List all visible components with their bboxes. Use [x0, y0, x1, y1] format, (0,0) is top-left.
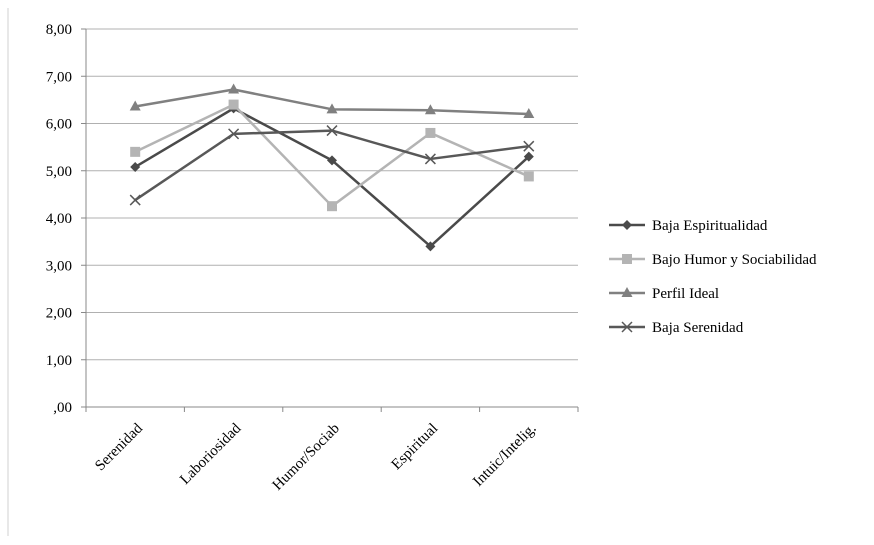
data-point — [326, 125, 338, 137]
y-tick-label: 6,00 — [46, 117, 72, 133]
data-point — [326, 103, 338, 114]
legend-entry: Perfil Ideal — [609, 286, 719, 302]
y-tick-label: 8,00 — [46, 22, 72, 38]
data-point — [523, 171, 534, 182]
legend-swatch-marker — [621, 287, 633, 297]
x-axis-tick-labels: Serenidad Laboriosidad Humor/Sociab Espirit… — [92, 420, 539, 494]
series — [129, 83, 535, 252]
data-point — [130, 146, 141, 157]
data-point — [327, 155, 337, 166]
x-tick-label: Laboriosidad — [177, 420, 245, 488]
data-point — [129, 100, 141, 111]
y-tick-label: ,00 — [53, 400, 72, 416]
x-tick-label: Serenidad — [92, 420, 146, 474]
legend-entry: Baja Espiritualidad — [609, 218, 768, 234]
data-point — [523, 108, 535, 119]
y-tick-label: 1,00 — [46, 353, 72, 369]
x-tick-label: Humor/Sociab — [270, 421, 343, 494]
y-tick-label: 3,00 — [46, 258, 72, 274]
gridlines — [86, 28, 578, 361]
series-line — [134, 107, 530, 248]
data-point — [425, 241, 436, 252]
legend-swatch-marker — [622, 220, 632, 230]
data-point — [424, 104, 436, 115]
series-group — [129, 83, 535, 119]
legend-swatch-marker — [622, 254, 632, 264]
data-point — [228, 83, 240, 94]
legend-label: Perfil Ideal — [652, 286, 719, 302]
legend-label: Baja Serenidad — [652, 320, 744, 336]
data-point — [424, 153, 436, 165]
legend-label: Baja Espiritualidad — [652, 218, 768, 234]
x-tick-label: Intuic/Intelig. — [470, 421, 539, 490]
y-tick-label: 7,00 — [46, 69, 72, 85]
legend-label: Bajo Humor y Sociabilidad — [652, 252, 817, 268]
legend-swatch-marker — [621, 321, 633, 333]
data-point — [327, 201, 337, 212]
data-point — [130, 161, 141, 172]
series-group — [129, 125, 535, 206]
y-tick-label: 4,00 — [46, 211, 72, 227]
axes — [81, 28, 579, 412]
y-axis-tick-labels: ,00 1,00 2,00 3,00 4,00 5,00 6,00 7,00 8,00 — [46, 22, 72, 416]
y-tick-label: 5,00 — [46, 164, 72, 180]
data-point — [523, 140, 535, 152]
data-point — [228, 128, 240, 140]
data-point — [129, 194, 141, 206]
legend-entry: Baja Serenidad — [609, 320, 744, 336]
legend: Baja Espiritualidad Bajo Humor y Sociabil… — [609, 218, 817, 336]
data-point — [425, 127, 436, 138]
data-point — [228, 99, 239, 110]
x-tick-label: Espiritual — [389, 421, 442, 474]
data-point — [523, 151, 534, 162]
legend-entry: Bajo Humor y Sociabilidad — [609, 252, 817, 268]
y-tick-label: 2,00 — [46, 306, 72, 322]
series-group — [130, 99, 534, 212]
